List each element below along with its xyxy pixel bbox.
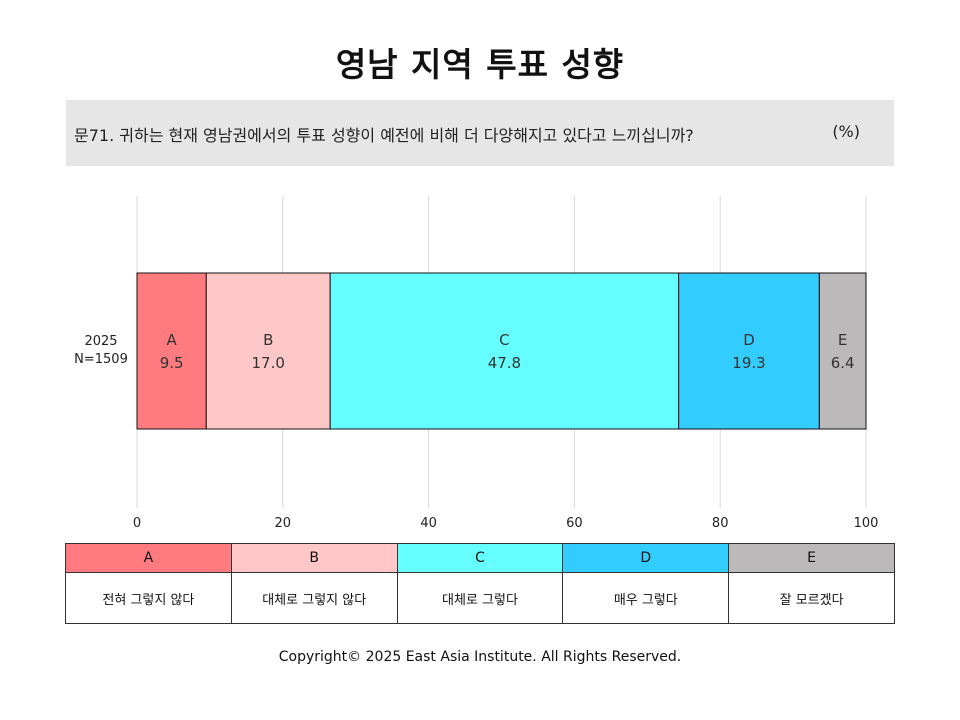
segment-name-label: B [263,331,273,349]
question-text: 문71. 귀하는 현재 영남권에서의 투표 성향이 예전에 비해 더 다양해지고… [74,126,694,145]
segment-name-label: D [743,331,755,349]
x-tick-label: 0 [133,516,141,531]
segment-value-label: 6.4 [831,354,855,372]
segment-name-label: A [166,331,177,349]
x-tick-label: 20 [275,516,292,531]
segment-value-label: 47.8 [488,354,521,372]
unit-label: (%) [832,122,860,141]
bar-segment-e [818,272,867,430]
legend-desc-d: 매우 그렇다 [562,572,730,624]
bar-segment-b [205,272,331,430]
x-tick-label: 40 [420,516,437,531]
category-label: 2025 N=1509 [74,334,128,367]
legend-key-c: C [396,543,564,573]
legend-desc-b: 대체로 그렇지 않다 [230,572,398,624]
stacked-bar-chart: 0 20 40 60 80 100 2025 N=1509 A 9.5 B 17.0 C 47.8 D 19.… [74,196,879,531]
legend-desc-c: 대체로 그렇다 [396,572,564,624]
legend-key-a: A [65,543,232,573]
x-tick-label: 80 [712,516,729,531]
segment-name-label: E [838,331,847,349]
segment-value-label: 9.5 [160,354,184,372]
legend-key-b: B [230,543,398,573]
x-tick-label: 100 [854,516,879,531]
chart-title: 영남 지역 투표 성향 [335,45,625,84]
legend-key-e: E [728,543,895,573]
bar-segment-c [329,272,680,430]
segment-value-label: 19.3 [732,354,765,372]
question-box: 문71. 귀하는 현재 영남권에서의 투표 성향이 예전에 비해 더 다양해지고… [66,100,894,166]
bar-segment-a [136,272,207,430]
x-tick-label: 60 [566,516,583,531]
legend-desc-e: 잘 모르겠다 [728,572,895,624]
legend-key-d: D [562,543,730,573]
legend-desc-a: 전혀 그렇지 않다 [65,572,232,624]
segment-name-label: C [499,331,509,349]
segment-value-label: 17.0 [252,354,285,372]
bar-segment-d [678,272,820,430]
copyright-text: Copyright© 2025 East Asia Institute. All… [278,649,682,665]
legend-table: A B C D E 전혀 그렇지 않다 대체로 그렇지 않다 대체로 그렇다 매… [65,543,895,624]
